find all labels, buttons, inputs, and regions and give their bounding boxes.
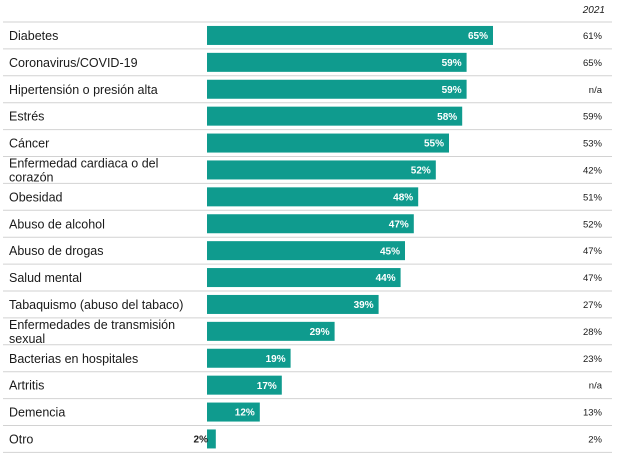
bar-value-label: 59% (442, 85, 462, 96)
bar-value-label: 59% (442, 58, 462, 69)
category-label: Abuso de alcohol (9, 217, 105, 231)
comparison-2021-value: 47% (583, 273, 603, 284)
category-label: Bacterias en hospitales (9, 352, 138, 366)
comparison-2021-value: 2% (588, 434, 602, 445)
category-label: Coronavirus/COVID-19 (9, 56, 138, 70)
bar (207, 241, 405, 261)
comparison-2021-value: 42% (583, 165, 603, 176)
bar (207, 133, 449, 153)
bar (207, 106, 463, 126)
category-label: Demencia (9, 406, 65, 420)
comparison-2021-value: 52% (583, 219, 603, 230)
bar (207, 294, 379, 314)
comparison-2021-value: 61% (583, 31, 603, 42)
bar (207, 52, 467, 72)
comparison-2021-value: 28% (583, 327, 603, 338)
bar-value-label: 39% (354, 300, 374, 311)
comparison-2021-value: 47% (583, 246, 603, 257)
bar-value-label: 47% (389, 219, 409, 230)
bar-value-label: 58% (437, 112, 457, 123)
bar-value-label: 12% (235, 408, 255, 419)
bar-value-label: 17% (257, 381, 277, 392)
comparison-2021-value: 51% (583, 192, 603, 203)
bar-value-label: 45% (380, 246, 400, 257)
comparison-2021-value: 53% (583, 139, 603, 150)
comparison-2021-value: 13% (583, 408, 603, 419)
comparison-header: 2021 (582, 5, 605, 16)
comparison-2021-value: 59% (583, 112, 603, 123)
bar (207, 429, 216, 449)
category-label: Abuso de drogas (9, 244, 104, 258)
category-label: Tabaquismo (abuso del tabaco) (9, 298, 183, 312)
category-label: Artritis (9, 379, 44, 393)
comparison-2021-value: n/a (589, 381, 603, 392)
category-label: Hipertensión o presión alta (9, 83, 158, 97)
bar-value-label: 55% (424, 139, 444, 150)
bar-value-label: 52% (411, 166, 431, 177)
category-label: Otro (9, 432, 33, 446)
bar-value-label: 44% (376, 273, 396, 284)
bar (207, 402, 260, 422)
bar-value-label: 19% (266, 354, 286, 365)
category-label: Enfermedad cardiaca o del corazón (9, 156, 158, 184)
bar (207, 321, 335, 341)
bar (207, 214, 414, 234)
comparison-2021-value: 27% (583, 300, 603, 311)
bar-value-label: 65% (468, 31, 488, 42)
bar (207, 375, 282, 395)
category-label: Cáncer (9, 137, 49, 151)
bar (207, 25, 493, 45)
bar-value-label: 29% (310, 327, 330, 338)
bar-value-label: 48% (393, 192, 413, 203)
category-label: Estrés (9, 110, 44, 124)
category-label: Obesidad (9, 190, 63, 204)
category-label: Salud mental (9, 271, 82, 285)
bar (207, 268, 401, 288)
category-label: Diabetes (9, 29, 58, 43)
comparison-2021-value: 65% (583, 58, 603, 69)
bar-value-label: 2% (194, 435, 209, 446)
comparison-2021-value: n/a (589, 85, 603, 96)
comparison-2021-value: 23% (583, 354, 603, 365)
bar (207, 79, 467, 99)
bar (207, 160, 436, 180)
bar (207, 187, 419, 207)
bar (207, 348, 291, 368)
category-label: Enfermedades de transmisión sexual (9, 318, 175, 346)
